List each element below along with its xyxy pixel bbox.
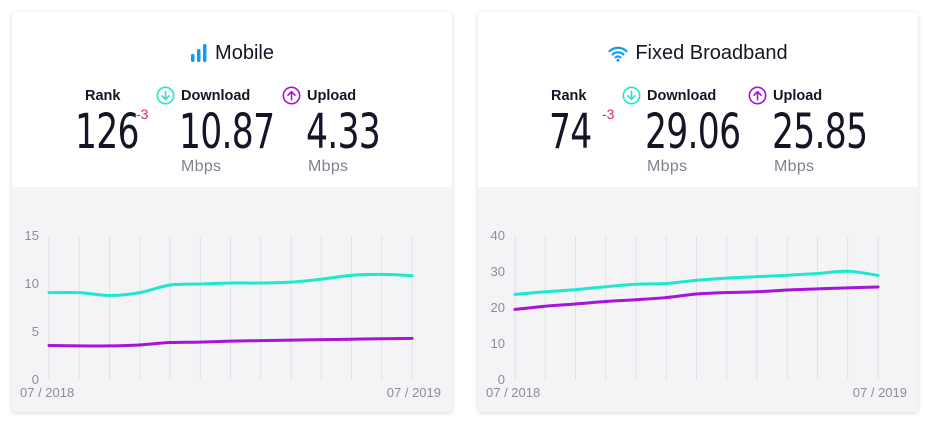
x-tick-label: 07 / 2019 — [853, 385, 907, 400]
mobile-rank-stat: Rank 126 -3 — [75, 86, 148, 158]
y-tick-label: 10 — [491, 336, 505, 351]
fixed-rank-change: -3 — [602, 106, 615, 122]
fixed-rank-label: Rank — [551, 88, 587, 104]
x-tick-label: 07 / 2018 — [20, 385, 74, 400]
mobile-speed-chart: 0 5 10 15 07 / 2018 07 / 2019 — [20, 228, 441, 400]
signal-bars-icon — [191, 44, 207, 62]
fixed-download-stat: Download 29.06 Mbps — [622, 86, 741, 175]
fixed-upload-label: Upload — [773, 88, 823, 104]
mobile-upload-stat: Upload 4.33 Mbps — [282, 86, 381, 175]
mobile-download-stat: Download 10.87 Mbps — [156, 86, 275, 175]
fixed-stats-header: Fixed Broadband Rank 74 -3 Download 29.0… — [478, 12, 918, 187]
y-tick-label: 10 — [25, 276, 39, 291]
fixed-upload-stat: Upload 25.85 Mbps — [748, 86, 868, 175]
arrow-up-circle-icon — [282, 86, 301, 105]
y-tick-label: 5 — [32, 324, 39, 339]
y-tick-label: 40 — [491, 228, 505, 243]
fixed-broadband-card: Fixed Broadband Rank 74 -3 Download 29.0… — [478, 12, 918, 412]
mobile-rank-value: 126 — [75, 104, 140, 160]
x-tick-label: 07 / 2019 — [387, 385, 441, 400]
upload-series-line — [47, 336, 414, 348]
mobile-stats-header: Mobile Rank 126 -3 Download 10.87 Mbps — [12, 12, 452, 187]
fixed-upload-value: 25.85 — [772, 104, 868, 160]
mobile-upload-unit: Mbps — [308, 158, 349, 175]
arrow-down-circle-icon — [156, 86, 175, 105]
x-tick-label: 07 / 2018 — [486, 385, 540, 400]
arrow-down-circle-icon — [622, 86, 641, 105]
mobile-card-title: Mobile — [12, 40, 452, 66]
y-tick-label: 0 — [498, 372, 505, 387]
mobile-rank-label: Rank — [85, 88, 121, 104]
y-tick-label: 20 — [491, 300, 505, 315]
fixed-title-text: Fixed Broadband — [635, 42, 788, 64]
y-tick-label: 30 — [491, 264, 505, 279]
arrow-up-circle-icon — [748, 86, 767, 105]
mobile-upload-value: 4.33 — [306, 104, 381, 160]
mobile-download-label: Download — [181, 88, 251, 104]
fixed-rank-stat: Rank 74 -3 — [549, 86, 614, 158]
fixed-card-title: Fixed Broadband — [478, 40, 918, 66]
fixed-download-label: Download — [647, 88, 717, 104]
download-series-line — [513, 269, 880, 296]
fixed-speed-chart: 0 10 20 30 40 07 / 2018 07 / 2019 — [486, 228, 907, 400]
fixed-download-value: 29.06 — [645, 104, 741, 160]
fixed-rank-value: 74 — [549, 104, 592, 160]
y-tick-label: 15 — [25, 228, 39, 243]
y-tick-label: 0 — [32, 372, 39, 387]
fixed-upload-unit: Mbps — [774, 158, 815, 175]
mobile-download-unit: Mbps — [181, 158, 222, 175]
wifi-icon — [608, 46, 628, 62]
mobile-card: Mobile Rank 126 -3 Download 10.87 Mbps — [12, 12, 452, 412]
upload-series-line — [513, 285, 880, 311]
download-series-line — [47, 272, 414, 298]
mobile-upload-label: Upload — [307, 88, 357, 104]
mobile-title-text: Mobile — [215, 42, 274, 64]
fixed-download-unit: Mbps — [647, 158, 688, 175]
mobile-download-value: 10.87 — [179, 104, 275, 160]
mobile-rank-change: -3 — [136, 106, 149, 122]
